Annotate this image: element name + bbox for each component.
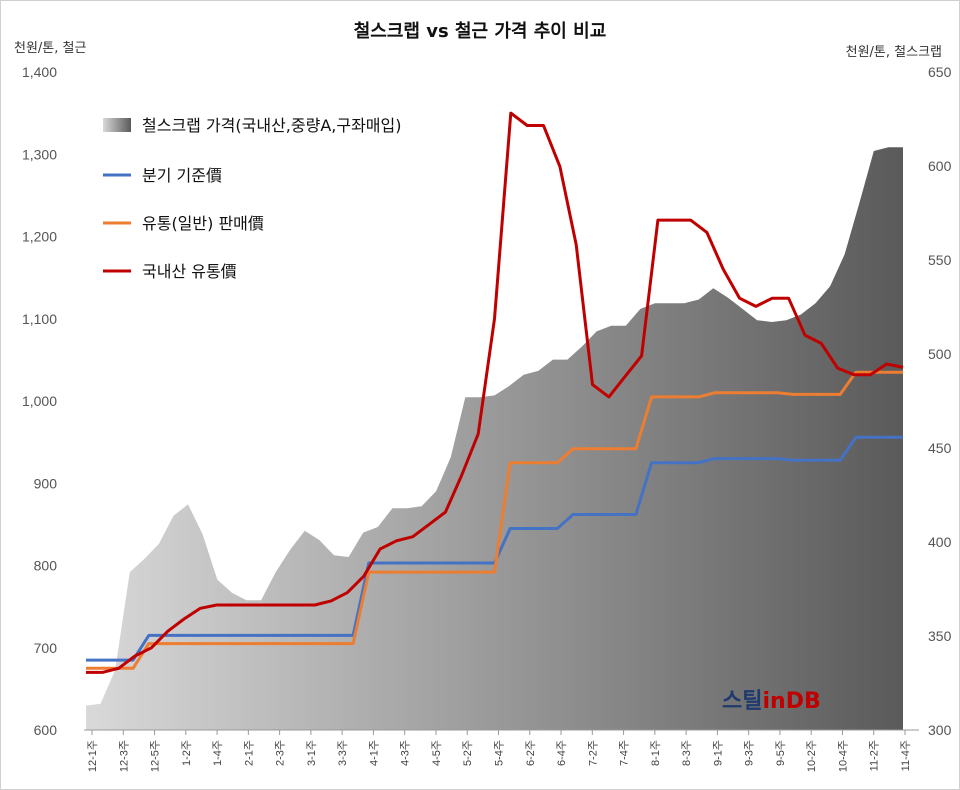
x-tick-label: 4-1주 [368, 740, 380, 766]
legend-label-general: 유통(일반) 판매價 [142, 214, 264, 233]
x-tick-label: 12-5주 [150, 740, 162, 772]
right-tick-label: 300 [928, 722, 952, 738]
right-tick-label: 400 [928, 534, 952, 550]
left-tick-label: 800 [34, 558, 58, 574]
left-tick-label: 1,100 [22, 311, 57, 327]
left-tick-label: 1,000 [22, 393, 57, 409]
left-axis-unit: 천원/톤, 철근 [14, 41, 86, 56]
x-tick-label: 11-4주 [900, 740, 912, 771]
legend-label-scrap: 철스크랩 가격(국내산,중량A,구좌매입) [142, 116, 402, 135]
x-tick-label: 5-2주 [462, 740, 474, 766]
legend-label-domestic: 국내산 유통價 [142, 262, 237, 281]
scrap-price-area [86, 147, 903, 730]
right-tick-label: 450 [928, 440, 952, 456]
logo-part-3: DB [786, 689, 821, 714]
x-tick-label: 6-2주 [525, 740, 537, 766]
legend-label-quarterly: 분기 기준價 [142, 166, 222, 185]
general-distribution-price-line [86, 370, 903, 670]
x-tick-label: 9-1주 [712, 740, 724, 766]
right-axis-unit: 천원/톤, 철스크랩 [846, 45, 942, 60]
x-tick-label: 1-2주 [181, 740, 193, 766]
x-tick-label: 12-3주 [118, 740, 130, 772]
line-layer [86, 111, 904, 674]
logo-part-2: in [762, 689, 785, 714]
right-tick-label: 500 [928, 346, 952, 362]
x-tick-label: 8-3주 [681, 740, 693, 766]
x-tick-label: 1-4주 [212, 740, 224, 766]
x-tick-label: 2-3주 [275, 740, 287, 766]
x-tick-label: 9-3주 [744, 740, 756, 766]
x-tick-label: 4-5주 [431, 740, 443, 766]
x-tick-label: 4-3주 [400, 740, 412, 766]
logo-part-1: 스틸 [722, 689, 762, 714]
x-tick-label: 10-4주 [837, 740, 849, 772]
right-tick-label: 600 [928, 158, 952, 174]
x-tick-label: 12-1주 [87, 740, 99, 772]
scrap-area-layer [86, 147, 903, 730]
x-tick-label: 9-5주 [775, 740, 787, 766]
x-tick-label: 7-4주 [619, 740, 631, 766]
x-tick-label: 3-3주 [337, 740, 349, 766]
axis-layer: 600 700 800 900 1,000 1,100 1,200 1,300 1,400 300… [22, 64, 952, 772]
chart-title: 철스크랩 vs 철근 가격 추이 비교 [354, 21, 607, 42]
legend-swatch-scrap [103, 118, 131, 132]
left-tick-label: 600 [34, 722, 58, 738]
x-tick-label: 10-2주 [806, 740, 818, 772]
left-tick-label: 1,400 [22, 64, 57, 80]
x-tick-label: 11-2주 [869, 740, 881, 771]
left-tick-label: 900 [34, 475, 58, 491]
x-tick-label: 7-2주 [587, 740, 599, 766]
x-tick-label: 6-4주 [556, 740, 568, 766]
left-tick-label: 1,300 [22, 146, 57, 162]
left-tick-label: 1,200 [22, 229, 57, 245]
steelindb-logo: 스틸inDB [722, 689, 821, 714]
right-tick-label: 350 [928, 628, 952, 644]
domestic-distribution-price-line [86, 111, 904, 674]
right-tick-label: 650 [928, 64, 952, 80]
left-tick-label: 700 [34, 640, 58, 656]
legend: 철스크랩 가격(국내산,중량A,구좌매입) 분기 기준價 유통(일반) 판매價 … [103, 116, 402, 281]
x-tick-label: 3-1주 [306, 740, 318, 766]
svg-text:스틸inDB: 스틸inDB [722, 689, 821, 714]
x-tick-label: 5-4주 [494, 740, 506, 766]
x-tick-label: 2-1주 [243, 740, 255, 766]
x-tick-label: 8-1주 [650, 740, 662, 766]
right-tick-label: 550 [928, 252, 952, 268]
